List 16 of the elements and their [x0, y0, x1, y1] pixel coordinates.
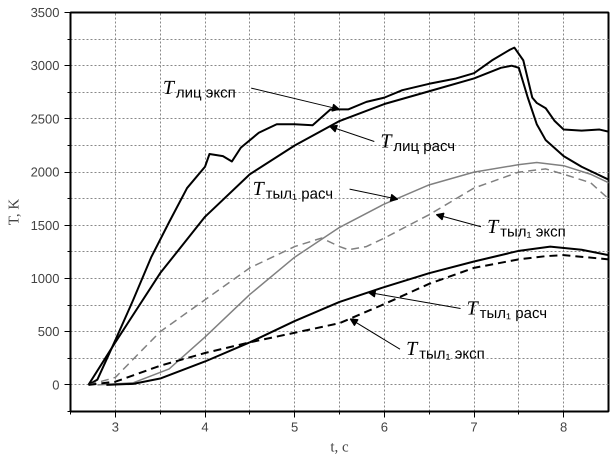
y-tick-label: 3500: [30, 5, 60, 20]
y-tick-label: 2500: [30, 111, 60, 126]
x-tick-label: 8: [560, 420, 568, 434]
x-tick-label: 6: [380, 420, 388, 434]
y-tick-label: 2000: [30, 164, 60, 180]
y-axis-title: T, K: [6, 198, 23, 226]
y-tick-label: 1000: [30, 271, 60, 286]
x-tick-label: 3: [112, 420, 119, 434]
x-tick-label: 7: [470, 420, 478, 434]
x-axis-title: t, с: [330, 440, 350, 456]
x-tick-label: 4: [201, 420, 209, 434]
y-tick-label: 1500: [30, 218, 60, 233]
y-tick-label: 3000: [30, 58, 60, 74]
y-tick-label: 0: [52, 377, 60, 392]
y-tick-label: 500: [38, 324, 60, 340]
x-tick-label: 5: [291, 420, 298, 434]
